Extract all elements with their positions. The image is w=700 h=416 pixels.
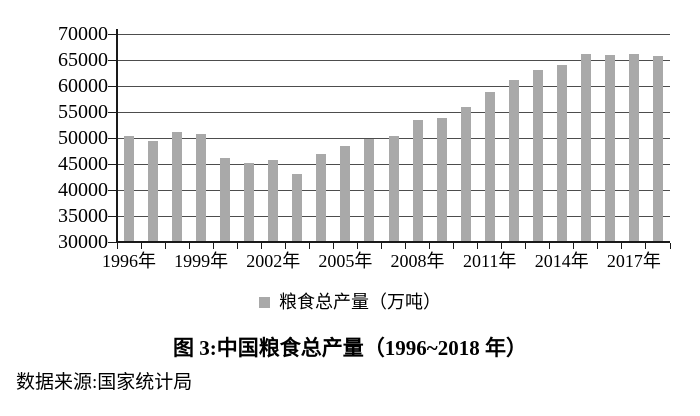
x-tick-4 (212, 243, 214, 249)
y-tick-30000 (108, 241, 116, 243)
y-tick-45000 (108, 163, 116, 165)
bar-2009年 (436, 117, 447, 242)
x-tick-18 (549, 243, 551, 249)
y-axis-label-50000: 50000 (58, 127, 108, 149)
x-tick-10 (356, 243, 358, 249)
bar-1997年 (148, 141, 159, 242)
figure-source: 数据来源:国家统计局 (16, 372, 193, 393)
x-axis-label-2017年: 2017年 (606, 251, 661, 271)
x-tick-13 (429, 243, 431, 249)
x-axis-line (116, 241, 670, 243)
bar-1998年 (172, 131, 183, 242)
x-tick-7 (284, 243, 286, 249)
bar-2016年 (604, 54, 615, 242)
bar-2007年 (388, 135, 399, 242)
chart-legend: 粮食总产量（万吨） (0, 291, 700, 313)
x-tick-0 (116, 243, 118, 249)
gridline-70000 (117, 33, 670, 35)
bar-2010年 (460, 107, 471, 242)
x-tick-9 (332, 243, 334, 249)
x-tick-20 (597, 243, 599, 249)
y-axis-label-60000: 60000 (58, 75, 108, 97)
y-tick-40000 (108, 189, 116, 191)
bar-2006年 (364, 139, 375, 242)
legend-series-label: 粮食总产量（万吨） (279, 292, 441, 312)
x-tick-16 (501, 243, 503, 249)
y-tick-55000 (108, 111, 116, 113)
x-axis-label-2008年: 2008年 (390, 251, 445, 271)
y-tick-70000 (108, 33, 116, 35)
bar-2015年 (580, 54, 591, 242)
bar-2018年 (652, 55, 663, 242)
y-axis-label-40000: 40000 (58, 179, 108, 201)
x-tick-23 (669, 243, 671, 249)
x-axis-label-2011年: 2011年 (463, 251, 517, 271)
gridline-55000 (117, 111, 670, 113)
x-tick-17 (525, 243, 527, 249)
y-axis-line (116, 29, 118, 243)
gridline-65000 (117, 59, 670, 61)
bar-2004年 (316, 153, 327, 242)
x-axis-label-1996年: 1996年 (102, 251, 157, 271)
bar-2008年 (412, 120, 423, 242)
y-axis-label-30000: 30000 (58, 231, 108, 253)
bar-2014年 (556, 65, 567, 242)
y-tick-50000 (108, 137, 116, 139)
x-tick-12 (405, 243, 407, 249)
x-tick-15 (477, 243, 479, 249)
bar-2017年 (628, 53, 639, 242)
legend-series-marker-icon (259, 296, 270, 308)
x-tick-6 (260, 243, 262, 249)
bar-2013年 (532, 70, 543, 242)
bar-2002年 (268, 160, 279, 242)
y-axis-label-55000: 55000 (58, 101, 108, 123)
x-axis-label-2005年: 2005年 (318, 251, 373, 271)
x-tick-22 (645, 243, 647, 249)
y-axis-label-45000: 45000 (58, 153, 108, 175)
x-axis-label-1999年: 1999年 (174, 251, 229, 271)
y-tick-35000 (108, 215, 116, 217)
x-tick-3 (188, 243, 190, 249)
x-tick-21 (621, 243, 623, 249)
x-axis-label-2002年: 2002年 (246, 251, 301, 271)
bar-2011年 (484, 91, 495, 242)
y-tick-65000 (108, 59, 116, 61)
x-tick-11 (380, 243, 382, 249)
bar-1996年 (124, 135, 135, 242)
figure-caption: 图 3:中国粮食总产量（1996~2018 年） (173, 336, 527, 360)
x-tick-1 (140, 243, 142, 249)
bar-2003年 (292, 174, 303, 242)
bar-2001年 (244, 162, 255, 242)
bar-2012年 (508, 79, 519, 242)
x-tick-2 (164, 243, 166, 249)
gridline-60000 (117, 85, 670, 87)
y-tick-60000 (108, 85, 116, 87)
y-axis-label-35000: 35000 (58, 205, 108, 227)
x-tick-5 (236, 243, 238, 249)
bar-2000年 (220, 157, 231, 242)
x-tick-14 (453, 243, 455, 249)
y-axis-label-65000: 65000 (58, 49, 108, 71)
bar-1999年 (196, 133, 207, 242)
x-tick-8 (308, 243, 310, 249)
y-axis-label-70000: 70000 (58, 23, 108, 45)
x-tick-19 (573, 243, 575, 249)
x-axis-label-2014年: 2014年 (534, 251, 589, 271)
bar-2005年 (340, 146, 351, 242)
